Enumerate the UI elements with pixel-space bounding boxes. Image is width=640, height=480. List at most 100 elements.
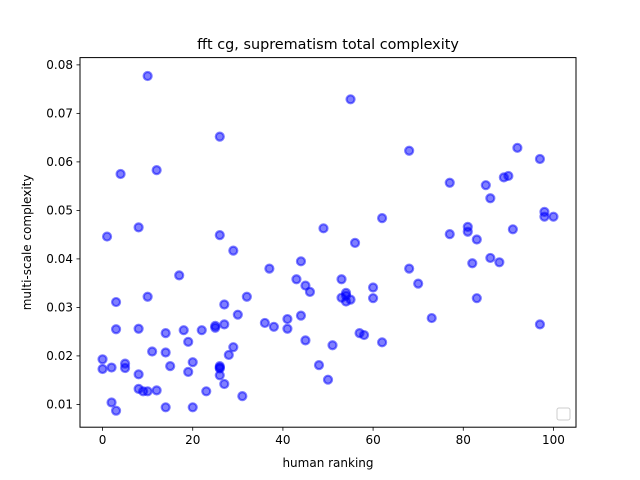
data-point	[548, 211, 559, 222]
data-point	[377, 337, 388, 348]
data-point	[241, 291, 252, 302]
data-point	[313, 360, 325, 371]
data-point	[187, 402, 198, 413]
data-point	[327, 340, 338, 351]
x-tick-label: 40	[275, 433, 290, 447]
data-point	[539, 211, 550, 222]
data-point	[151, 165, 162, 176]
x-axis: 0 20 40 60 80 100	[99, 427, 565, 447]
data-point	[219, 299, 230, 310]
data-point	[444, 229, 455, 240]
data-point	[336, 274, 347, 285]
data-point	[471, 234, 482, 245]
data-point	[534, 319, 546, 330]
data-point	[223, 349, 234, 361]
data-point	[183, 336, 194, 347]
data-point	[219, 378, 230, 390]
data-point	[106, 362, 117, 373]
data-point	[160, 328, 171, 339]
data-point	[494, 257, 505, 268]
y-axis-label: multi-scale complexity	[20, 175, 34, 311]
data-point	[295, 310, 307, 321]
chart-title: fft cg, suprematism total complexity	[197, 37, 459, 53]
data-point	[210, 320, 221, 331]
data-point	[377, 213, 388, 224]
data-point	[147, 346, 158, 357]
data-point	[133, 369, 144, 380]
y-axis: 0.01 0.02 0.03 0.04 0.05 0.06 0.07 0.08	[46, 58, 80, 412]
x-tick-label: 100	[542, 433, 565, 447]
data-point	[480, 180, 491, 191]
y-tick-label: 0.01	[46, 398, 73, 412]
data-point	[219, 319, 230, 330]
data-point	[268, 321, 279, 332]
data-point	[228, 245, 239, 256]
data-points	[97, 70, 559, 416]
data-point	[142, 291, 153, 302]
data-point	[367, 282, 379, 293]
data-point	[214, 362, 225, 373]
x-axis-label: human ranking	[282, 456, 373, 470]
data-point	[512, 142, 523, 153]
data-point	[300, 335, 311, 346]
data-point	[196, 325, 207, 336]
data-point	[214, 230, 225, 241]
data-point	[413, 278, 424, 289]
data-point	[106, 397, 117, 408]
data-point	[228, 342, 239, 353]
data-point	[503, 170, 514, 182]
y-tick-label: 0.08	[46, 58, 73, 72]
data-point	[345, 294, 356, 305]
data-point	[142, 386, 153, 397]
data-point	[534, 153, 546, 165]
y-tick-label: 0.06	[46, 155, 73, 169]
y-tick-label: 0.03	[46, 301, 73, 315]
data-point	[97, 363, 108, 375]
data-point	[259, 317, 270, 329]
x-tick-label: 60	[365, 433, 380, 447]
y-tick-label: 0.02	[46, 349, 73, 363]
data-point	[237, 391, 248, 402]
data-point	[165, 360, 176, 372]
y-tick-label: 0.07	[46, 107, 73, 121]
x-tick-label: 0	[99, 433, 107, 447]
data-point	[174, 270, 185, 281]
data-point	[318, 223, 329, 234]
data-point	[404, 263, 415, 274]
data-point	[462, 226, 473, 237]
data-point	[151, 385, 162, 396]
y-tick-label: 0.05	[46, 204, 73, 218]
data-point	[282, 323, 293, 334]
data-point	[349, 237, 361, 248]
x-tick-label: 80	[456, 433, 471, 447]
data-point	[404, 145, 415, 156]
data-point	[115, 168, 126, 180]
data-point	[471, 293, 482, 304]
data-point	[485, 252, 496, 264]
data-point	[110, 296, 122, 308]
data-point	[133, 222, 144, 233]
data-point	[467, 258, 478, 269]
legend-box	[556, 407, 571, 421]
data-point	[485, 193, 496, 204]
data-point	[142, 70, 153, 82]
data-point	[214, 131, 225, 142]
data-point	[160, 347, 171, 358]
data-point	[358, 329, 370, 341]
data-point	[232, 309, 243, 320]
data-point	[119, 362, 131, 374]
data-point	[110, 324, 122, 335]
data-point	[291, 274, 302, 285]
data-point	[345, 94, 356, 105]
data-point	[322, 374, 334, 385]
data-point	[133, 323, 144, 334]
y-tick-label: 0.04	[46, 252, 73, 266]
data-point	[101, 231, 113, 242]
data-point	[295, 256, 307, 267]
data-point	[507, 224, 518, 235]
x-tick-label: 20	[185, 433, 200, 447]
data-point	[178, 325, 189, 336]
data-point	[160, 402, 171, 413]
